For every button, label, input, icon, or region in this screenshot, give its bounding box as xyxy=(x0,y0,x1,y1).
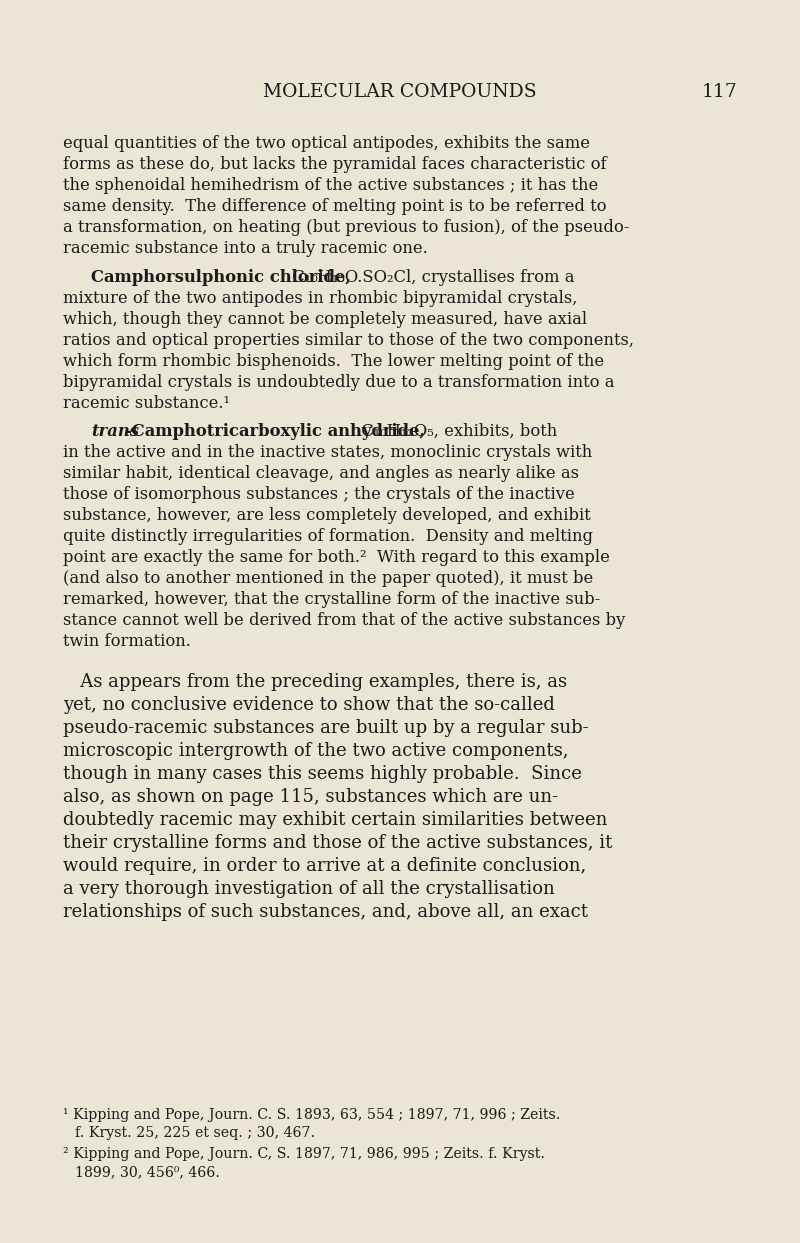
Text: As appears from the preceding examples, there is, as: As appears from the preceding examples, … xyxy=(63,672,567,691)
Text: microscopic intergrowth of the two active components,: microscopic intergrowth of the two activ… xyxy=(63,742,569,759)
Text: f. Kryst. 25, 225 et seq. ; 30, 467.: f. Kryst. 25, 225 et seq. ; 30, 467. xyxy=(75,1126,315,1140)
Text: trans: trans xyxy=(91,423,139,440)
Text: MOLECULAR COMPOUNDS: MOLECULAR COMPOUNDS xyxy=(263,83,537,101)
Text: equal quantities of the two optical antipodes, exhibits the same: equal quantities of the two optical anti… xyxy=(63,135,590,152)
Text: which form rhombic bisphenoids.  The lower melting point of the: which form rhombic bisphenoids. The lowe… xyxy=(63,353,604,370)
Text: ratios and optical properties similar to those of the two components,: ratios and optical properties similar to… xyxy=(63,332,634,349)
Text: which, though they cannot be completely measured, have axial: which, though they cannot be completely … xyxy=(63,311,587,328)
Text: though in many cases this seems highly probable.  Since: though in many cases this seems highly p… xyxy=(63,764,582,783)
Text: also, as shown on page 115, substances which are un-: also, as shown on page 115, substances w… xyxy=(63,788,558,805)
Text: their crystalline forms and those of the active substances, it: their crystalline forms and those of the… xyxy=(63,834,612,851)
Text: C₁₀H₁₂O₅, exhibits, both: C₁₀H₁₂O₅, exhibits, both xyxy=(356,423,558,440)
Text: the sphenoidal hemihedrism of the active substances ; it has the: the sphenoidal hemihedrism of the active… xyxy=(63,177,598,194)
Text: ² Kipping and Pope, Journ. C, S. 1897, 71, 986, 995 ; Zeits. f. Kryst.: ² Kipping and Pope, Journ. C, S. 1897, 7… xyxy=(63,1147,545,1161)
Text: yet, no conclusive evidence to show that the so-called: yet, no conclusive evidence to show that… xyxy=(63,696,555,713)
Text: those of isomorphous substances ; the crystals of the inactive: those of isomorphous substances ; the cr… xyxy=(63,486,574,503)
Text: similar habit, identical cleavage, and angles as nearly alike as: similar habit, identical cleavage, and a… xyxy=(63,465,579,482)
Text: (and also to another mentioned in the paper quoted), it must be: (and also to another mentioned in the pa… xyxy=(63,571,594,587)
Text: in the active and in the inactive states, monoclinic crystals with: in the active and in the inactive states… xyxy=(63,444,592,461)
Text: substance, however, are less completely developed, and exhibit: substance, however, are less completely … xyxy=(63,507,590,525)
Text: C₁₀H₁₅O.SO₂Cl, crystallises from a: C₁₀H₁₅O.SO₂Cl, crystallises from a xyxy=(287,268,574,286)
Text: racemic substance into a truly racemic one.: racemic substance into a truly racemic o… xyxy=(63,240,428,257)
Text: -Camphotricarboxylic anhydride,: -Camphotricarboxylic anhydride, xyxy=(125,423,425,440)
Text: Camphorsulphonic chloride,: Camphorsulphonic chloride, xyxy=(91,268,351,286)
Text: 117: 117 xyxy=(702,83,737,101)
Text: twin formation.: twin formation. xyxy=(63,633,191,650)
Text: doubtedly racemic may exhibit certain similarities between: doubtedly racemic may exhibit certain si… xyxy=(63,810,607,829)
Text: would require, in order to arrive at a definite conclusion,: would require, in order to arrive at a d… xyxy=(63,856,586,875)
Text: ¹ Kipping and Pope, Journ. C. S. 1893, 63, 554 ; 1897, 71, 996 ; Zeits.: ¹ Kipping and Pope, Journ. C. S. 1893, 6… xyxy=(63,1108,560,1122)
Text: forms as these do, but lacks the pyramidal faces characteristic of: forms as these do, but lacks the pyramid… xyxy=(63,157,606,173)
Text: racemic substance.¹: racemic substance.¹ xyxy=(63,395,230,411)
Text: same density.  The difference of melting point is to be referred to: same density. The difference of melting … xyxy=(63,198,606,215)
Text: quite distinctly irregularities of formation.  Density and melting: quite distinctly irregularities of forma… xyxy=(63,528,593,544)
Text: a very thorough investigation of all the crystallisation: a very thorough investigation of all the… xyxy=(63,880,554,897)
Text: remarked, however, that the crystalline form of the inactive sub-: remarked, however, that the crystalline … xyxy=(63,590,600,608)
Text: pseudo-racemic substances are built up by a regular sub-: pseudo-racemic substances are built up b… xyxy=(63,718,589,737)
Text: 1899, 30, 456⁰, 466.: 1899, 30, 456⁰, 466. xyxy=(75,1165,220,1180)
Text: a transformation, on heating (but previous to fusion), of the pseudo-: a transformation, on heating (but previo… xyxy=(63,219,630,236)
Text: mixture of the two antipodes in rhombic bipyramidal crystals,: mixture of the two antipodes in rhombic … xyxy=(63,290,578,307)
Text: stance cannot well be derived from that of the active substances by: stance cannot well be derived from that … xyxy=(63,612,626,629)
Text: relationships of such substances, and, above all, an exact: relationships of such substances, and, a… xyxy=(63,902,588,921)
Text: bipyramidal crystals is undoubtedly due to a transformation into a: bipyramidal crystals is undoubtedly due … xyxy=(63,374,614,392)
Text: point are exactly the same for both.²  With regard to this example: point are exactly the same for both.² Wi… xyxy=(63,549,610,566)
